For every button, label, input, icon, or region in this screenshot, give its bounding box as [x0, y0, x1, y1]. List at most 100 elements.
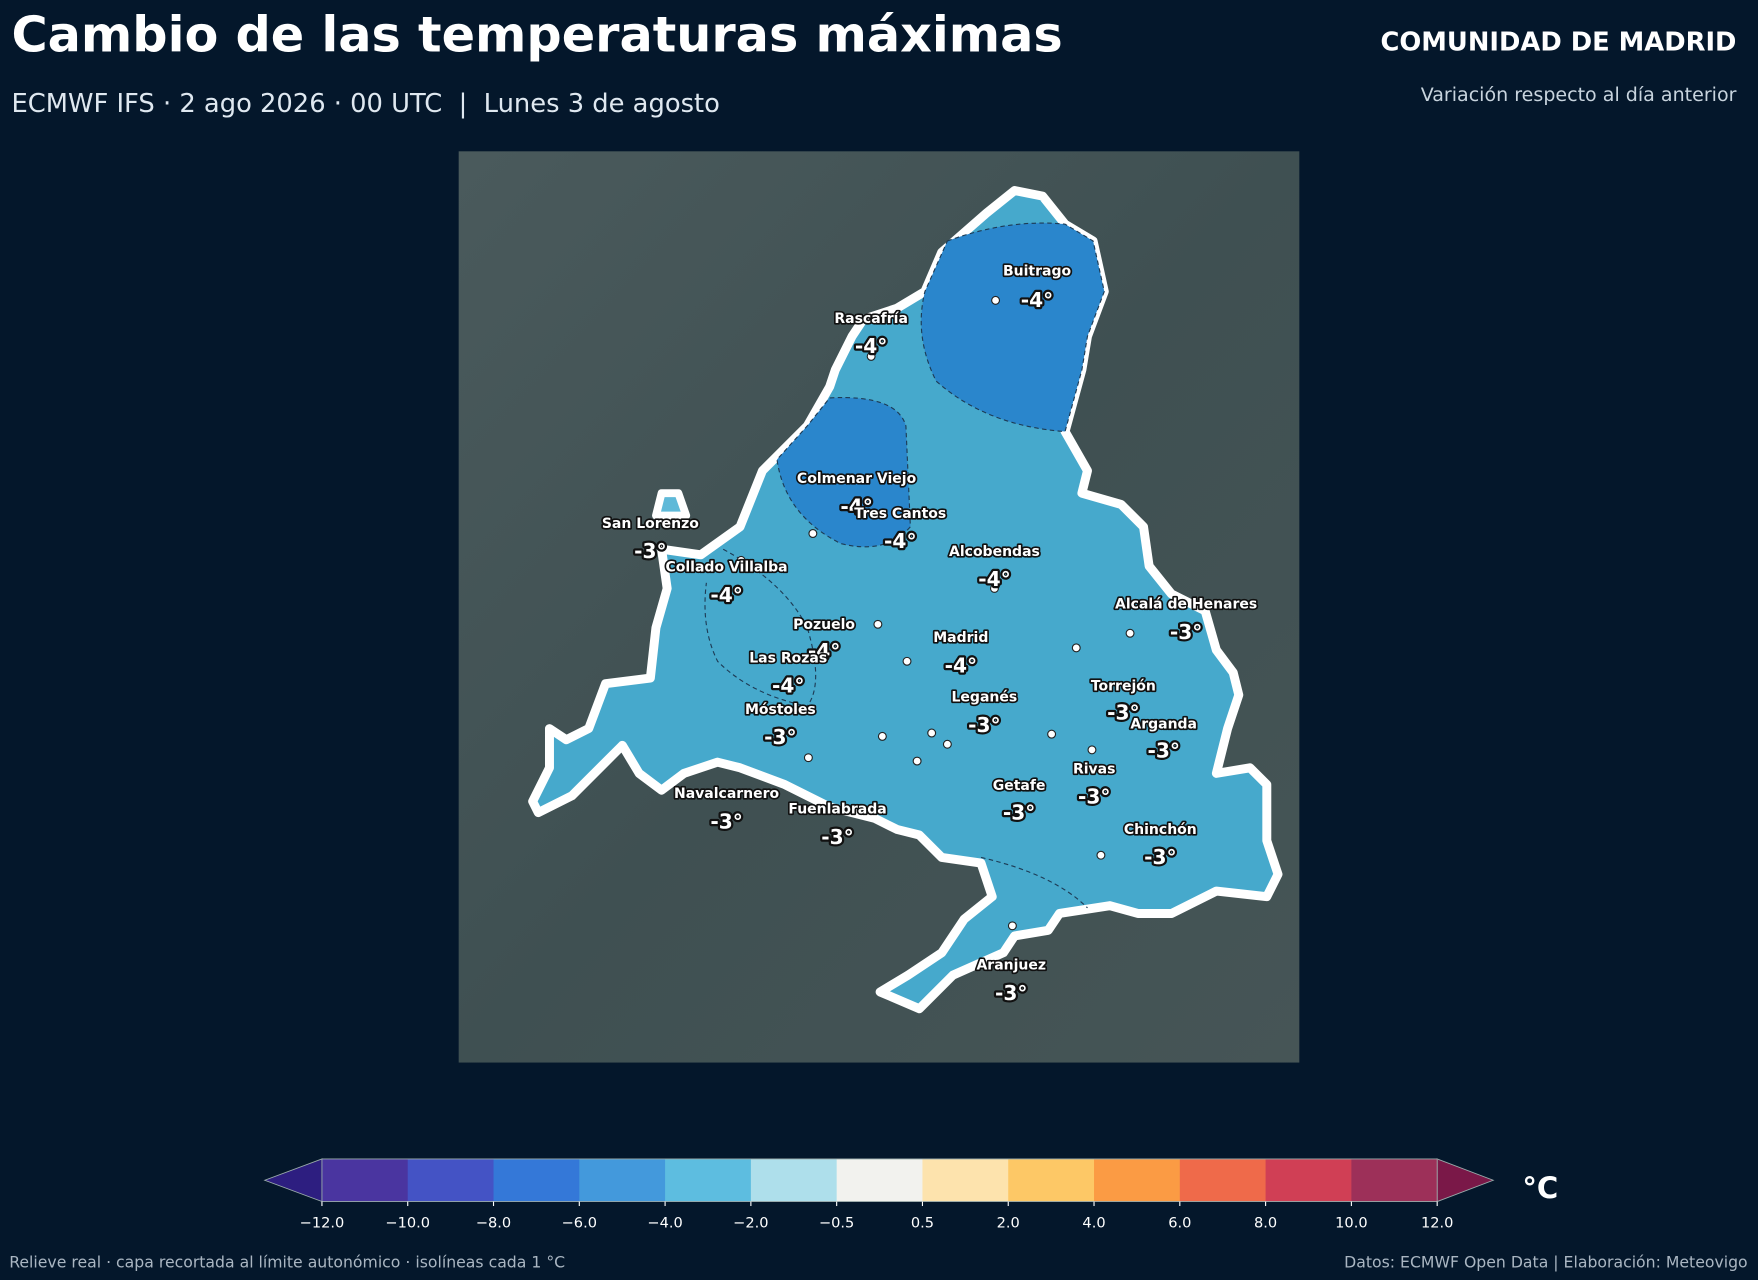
city-name: Las Rozas	[749, 650, 827, 666]
city-name: Arganda	[1130, 717, 1197, 733]
enclave	[652, 489, 691, 520]
colorbar-tick-label: −0.5	[819, 1214, 854, 1231]
city-value: -3°	[968, 713, 1000, 737]
city-name: Alcobendas	[949, 544, 1040, 560]
city-dot	[866, 351, 876, 361]
region-outline	[528, 186, 1283, 1014]
city-name: Buitrago	[1003, 264, 1072, 280]
city-dot	[1007, 921, 1017, 931]
city-value: -3°	[1078, 785, 1110, 809]
city-value: -3°	[1003, 800, 1035, 824]
city-value: -3°	[995, 981, 1027, 1005]
city-name: Rivas	[1073, 761, 1116, 777]
colorbar-segment	[321, 1158, 409, 1202]
city-labels: Buitrago -4° Rascafría -4° Colmenar Viejo -4°…	[600, 262, 1259, 1007]
city-value: -4°	[840, 494, 872, 518]
city-dot	[808, 529, 818, 539]
region: COMUNIDAD DE MADRID	[1380, 27, 1736, 57]
map: Buitrago -4° Rascafría -4° Colmenar Viejo -4°…	[458, 151, 1300, 1063]
city-dot	[736, 555, 746, 565]
city-dot	[877, 731, 887, 741]
colorbar-segment	[493, 1158, 580, 1202]
colorbar-frame	[321, 1158, 1438, 1202]
city-name: Navalcarnero	[674, 786, 780, 802]
colorbar-segment	[1351, 1158, 1438, 1202]
colorbar-segment	[1094, 1158, 1181, 1202]
city-value: -3°	[821, 825, 853, 849]
colorbar-segment	[922, 1158, 1009, 1202]
city-name: Alcalá de Henares	[1115, 597, 1257, 613]
isoline	[980, 856, 1088, 909]
cold-zone	[776, 397, 911, 548]
city-value: -4°	[855, 334, 887, 358]
city-name: Tres Cantos	[854, 506, 946, 522]
city-value: -3°	[710, 809, 742, 833]
footer-right: Datos: ECMWF Open Data | Elaboración: Me…	[1344, 1253, 1748, 1272]
city-value: -3°	[1170, 620, 1202, 644]
city-value: -3°	[1107, 701, 1139, 725]
colorbar-tick-label: 10.0	[1335, 1214, 1367, 1231]
city-name: Aranjuez	[976, 958, 1046, 974]
colorbar-tick-label: −6.0	[562, 1214, 597, 1231]
city-dot	[927, 728, 937, 738]
city-name: Torrejón	[1091, 678, 1156, 694]
city-name: Getafe	[993, 778, 1046, 794]
footer-left: Relieve real · capa recortada al límite …	[9, 1253, 565, 1272]
city-dot	[989, 583, 999, 593]
city-dot	[1071, 643, 1081, 653]
city-dot	[912, 756, 922, 766]
city-name: Pozuelo	[793, 617, 855, 633]
colorbar-under	[263, 1158, 323, 1203]
city-value: -4°	[1021, 288, 1053, 312]
city-dot	[1125, 628, 1135, 638]
isoline	[704, 548, 817, 707]
city-value: -4°	[710, 583, 742, 607]
colorbar-tick-label: 2.0	[997, 1214, 1020, 1231]
colorbar-tick-label: 8.0	[1254, 1214, 1277, 1231]
city-name: Rascafría	[834, 311, 908, 327]
colorbar-tick-label: 6.0	[1168, 1214, 1191, 1231]
note: Variación respecto al día anterior	[1421, 84, 1737, 106]
city-name: Leganés	[952, 690, 1018, 706]
city-dot	[942, 739, 952, 749]
colorbar-tick-label: −2.0	[733, 1214, 768, 1231]
colorbar-tick-label: −4.0	[647, 1214, 682, 1231]
subtitle: ECMWF IFS · 2 ago 2026 · 00 UTC | Lunes …	[11, 89, 719, 119]
colorbar-tick-label: 4.0	[1082, 1214, 1105, 1231]
colorbar-tick-label: −10.0	[385, 1214, 430, 1231]
city-name: Colmenar Viejo	[797, 471, 917, 487]
colorbar-segment	[750, 1158, 838, 1202]
city-dots	[736, 295, 1135, 931]
city-dot	[1096, 850, 1106, 860]
city-dot	[803, 753, 813, 763]
city-value: -4°	[978, 567, 1010, 591]
title: Cambio de las temperaturas máximas	[11, 6, 1062, 64]
cold-zone	[920, 222, 1105, 433]
city-dot	[902, 656, 912, 666]
colorbar-segment	[836, 1158, 924, 1202]
colorbar-segment	[665, 1158, 752, 1202]
city-value: -4°	[945, 654, 977, 678]
city-name: Móstoles	[745, 702, 816, 718]
colorbar-segment	[1265, 1158, 1352, 1202]
city-value: -4°	[884, 529, 916, 553]
city-dot	[1087, 745, 1097, 755]
colorbar-over	[1436, 1158, 1495, 1203]
city-dot	[1047, 729, 1057, 739]
colorbar: −12.0 −10.0 −8.0 −6.0 −4.0 −2.0 −0.5 0.5 2.0 4.0 6…	[263, 1158, 1495, 1231]
city-value: -4°	[808, 639, 840, 663]
colorbar-segment	[407, 1158, 495, 1202]
colorbar-segment	[579, 1158, 666, 1202]
city-value: -3°	[764, 725, 796, 749]
city-name: Chinchón	[1124, 822, 1197, 838]
colorbar-tick-label: 0.5	[911, 1214, 934, 1231]
city-dot	[991, 295, 1001, 305]
colorbar-segment	[1008, 1158, 1095, 1202]
city-dot	[873, 619, 883, 629]
city-name: San Lorenzo	[602, 516, 699, 532]
city-value: -3°	[634, 539, 666, 563]
city-value: -3°	[1147, 739, 1179, 763]
colorbar-tick-label: 12.0	[1421, 1214, 1453, 1231]
